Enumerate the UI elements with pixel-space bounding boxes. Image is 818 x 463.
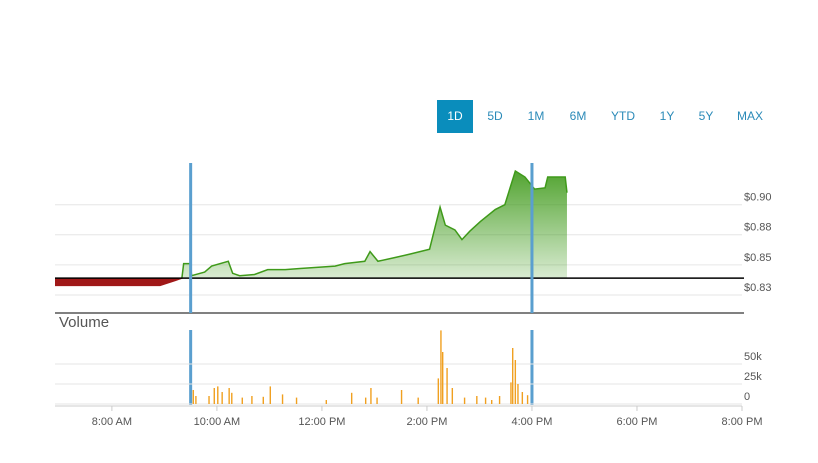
- volume-bar: [437, 378, 440, 404]
- y-tick-label: $0.85: [744, 252, 772, 264]
- volume-bar: [364, 397, 367, 404]
- range-button-label: 1Y: [660, 109, 675, 123]
- volume-bar: [440, 330, 442, 404]
- y-tick-label: 0: [744, 391, 750, 403]
- x-tick-label: 4:00 PM: [511, 416, 552, 428]
- volume-bar: [221, 392, 223, 404]
- volume-bar: [521, 392, 524, 404]
- volume-bar: [451, 388, 454, 404]
- volume-bar: [295, 397, 298, 404]
- x-tick-label: 12:00 PM: [298, 416, 345, 428]
- volume-bar: [231, 392, 233, 404]
- volume-bar: [498, 396, 501, 404]
- range-button-label: 6M: [570, 109, 587, 123]
- volume-bar: [441, 352, 444, 404]
- volume-bar: [463, 397, 466, 404]
- volume-bar: [446, 368, 448, 404]
- volume-bar: [484, 397, 487, 404]
- volume-bar: [517, 384, 519, 404]
- volume-bar: [281, 394, 284, 404]
- y-tick-label: 25k: [744, 371, 762, 383]
- x-tick-label: 10:00 AM: [194, 416, 240, 428]
- volume-title: Volume: [59, 314, 109, 331]
- volume-bar: [417, 397, 419, 404]
- volume-bar: [208, 396, 210, 404]
- range-button[interactable]: 5Y: [699, 109, 714, 123]
- volume-bar: [269, 386, 271, 404]
- volume-bar: [325, 400, 327, 404]
- range-button-label: YTD: [611, 109, 635, 123]
- volume-bar: [228, 388, 230, 404]
- volume-bar: [400, 390, 403, 404]
- volume-bar: [370, 388, 372, 404]
- range-button-label: MAX: [737, 109, 763, 123]
- range-button[interactable]: MAX: [737, 109, 763, 123]
- volume-bar: [376, 397, 378, 404]
- volume-bar: [241, 397, 243, 404]
- x-tick-label: 2:00 PM: [406, 416, 447, 428]
- y-tick-label: $0.88: [744, 222, 772, 234]
- y-tick-label: $0.90: [744, 192, 772, 204]
- volume-bar: [350, 392, 353, 404]
- volume-bar: [512, 348, 514, 404]
- range-button[interactable]: 1Y: [660, 109, 675, 123]
- price-line-up: [179, 169, 568, 279]
- x-tick-label: 8:00 PM: [722, 416, 763, 428]
- x-tick-label: 8:00 AM: [92, 416, 132, 428]
- range-button[interactable]: 5D: [487, 109, 503, 123]
- volume-bar: [251, 396, 253, 404]
- range-button-label: 1M: [528, 109, 545, 123]
- volume-bar: [510, 382, 512, 404]
- range-button-label: 5D: [487, 109, 503, 123]
- range-button[interactable]: 1D: [437, 100, 473, 133]
- y-tick-label: $0.83: [744, 282, 772, 294]
- volume-bar: [514, 360, 517, 404]
- volume-bar: [195, 396, 197, 404]
- volume-bar: [192, 390, 194, 404]
- x-tick-label: 6:00 PM: [616, 416, 657, 428]
- range-button-label: 5Y: [699, 109, 714, 123]
- volume-bar: [217, 386, 219, 404]
- volume-bar: [262, 396, 264, 404]
- volume-bar: [476, 396, 478, 404]
- range-button[interactable]: 6M: [570, 109, 587, 123]
- range-button[interactable]: YTD: [611, 109, 635, 123]
- volume-bar: [213, 388, 215, 404]
- volume-bar: [526, 395, 529, 404]
- range-button[interactable]: 1M: [528, 109, 545, 123]
- volume-bar: [491, 400, 493, 404]
- range-button-label: 1D: [447, 109, 463, 123]
- range-button-bg: [437, 100, 473, 133]
- price-area-up: [181, 171, 567, 279]
- y-tick-label: 50k: [744, 351, 762, 363]
